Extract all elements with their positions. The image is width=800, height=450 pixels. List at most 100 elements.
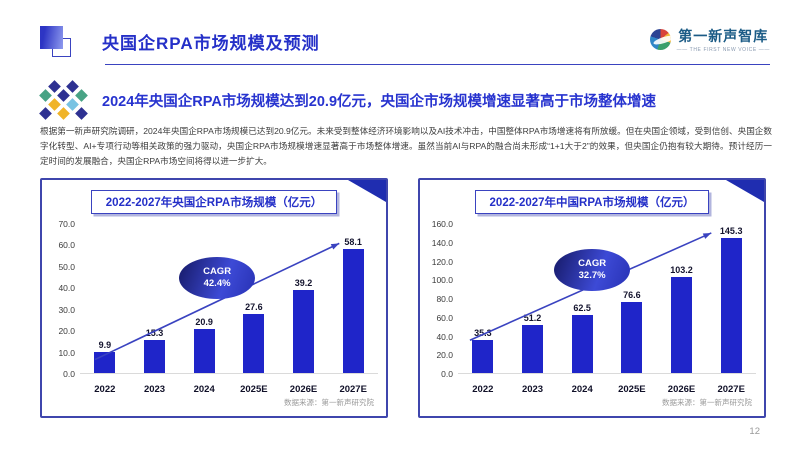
bar-column: 35.3 — [458, 224, 508, 373]
bar-value-label: 27.6 — [245, 302, 263, 313]
x-axis-label: 2023 — [143, 384, 166, 395]
bar — [243, 314, 265, 373]
bar-column: 15.3 — [130, 224, 180, 373]
diamond-dot-icon — [39, 107, 52, 120]
y-axis-tick: 60.0 — [436, 312, 453, 323]
title-decoration-squares-icon — [40, 26, 80, 64]
y-axis-tick: 160.0 — [431, 219, 453, 229]
filled-square-icon — [40, 26, 63, 49]
diamond-dot-icon — [66, 80, 79, 93]
diamond-dot-icon — [48, 80, 61, 93]
bar-column: 62.5 — [557, 224, 607, 373]
bar-value-label: 39.2 — [294, 277, 313, 288]
corner-triangle-decoration — [348, 180, 386, 202]
bar-value-label: 145.3 — [719, 225, 743, 236]
bar-value-label: 58.1 — [344, 237, 362, 248]
page-number: 12 — [749, 426, 760, 437]
bar-column: 51.2 — [508, 224, 558, 373]
bar-column: 145.3 — [706, 224, 756, 373]
diamond-dot-icon — [39, 89, 52, 102]
globe-logo-icon — [649, 29, 671, 50]
y-axis-tick: 80.0 — [436, 294, 453, 304]
data-source-note: 数据来源：第一新声研究院 — [284, 398, 374, 407]
x-axis-label: 2026E — [667, 384, 696, 395]
y-axis-tick: 70.0 — [58, 219, 75, 229]
x-axis-label: 2027E — [717, 384, 745, 395]
cagr-value: 42.4% — [203, 277, 231, 289]
y-axis-tick: 0.0 — [441, 369, 453, 379]
bar — [144, 340, 165, 373]
bar-column: 76.6 — [607, 224, 657, 373]
analysis-paragraph: 根据第一新声研究院调研，2024年央国企RPA市场规模已达到20.9亿元。未来受… — [40, 126, 772, 167]
plot-area: 35.3 51.2 62.5 76.6 103.2 145.3 CAGR 32.7% — [458, 224, 756, 374]
chart-panel-right: 2022-2027年中国RPA市场规模（亿元） 0.0 20.0 40.0 60.0 8… — [418, 178, 766, 418]
x-axis-label: 2025E — [618, 384, 646, 395]
diamond-dot-icon — [57, 89, 70, 102]
chart-panel-left: 2022-2027年央国企RPA市场规模（亿元） 0.0 10.0 20.0 30.0… — [40, 178, 388, 418]
bar-column: 103.2 — [657, 224, 707, 373]
bar-value-label: 20.9 — [195, 316, 213, 327]
diamond-chevron-icon — [38, 80, 90, 120]
bar — [342, 249, 364, 373]
bar-value-label: 62.5 — [573, 302, 591, 313]
x-axis: 2022 2023 2024 2025E 2026E 2027E — [80, 384, 378, 395]
diamond-dot-icon — [75, 107, 88, 120]
plot-area: 9.9 15.3 20.9 27.6 39.2 58.1 CAGR 42.4% — [80, 224, 378, 374]
diamond-dot-icon — [66, 98, 79, 111]
cagr-label: CAGR — [203, 265, 232, 277]
logo-text: 第一新声智库 — [678, 28, 769, 44]
bar-column: 39.2 — [279, 224, 329, 373]
y-axis-tick: 20.0 — [58, 326, 75, 337]
y-axis-tick: 20.0 — [436, 350, 453, 361]
bar — [522, 325, 543, 373]
bar — [293, 289, 315, 373]
bar — [571, 314, 593, 373]
bar-column: 20.9 — [179, 224, 229, 373]
bar-value-label: 103.2 — [670, 264, 693, 275]
bar — [193, 328, 215, 373]
y-axis: 0.0 10.0 20.0 30.0 40.0 50.0 60.0 70.0 — [48, 219, 80, 379]
y-axis-tick: 40.0 — [58, 283, 75, 294]
y-axis-tick: 10.0 — [58, 347, 75, 358]
x-axis-label: 2024 — [193, 384, 215, 395]
bar-column: 58.1 — [328, 224, 378, 373]
y-axis-tick: 120.0 — [431, 256, 453, 267]
diamond-dot-icon — [57, 107, 70, 120]
y-axis-tick: 0.0 — [63, 369, 75, 379]
bar — [720, 237, 742, 373]
y-axis-tick: 30.0 — [58, 304, 75, 315]
x-axis-label: 2022 — [94, 384, 116, 395]
chart-title: 2022-2027年中国RPA市场规模（亿元） — [474, 190, 710, 214]
x-axis-label: 2025E — [240, 384, 268, 395]
cagr-badge: CAGR 32.7% — [554, 249, 631, 292]
bar — [94, 351, 116, 373]
bars-container: 9.9 15.3 20.9 27.6 39.2 58.1 — [80, 224, 378, 373]
cagr-badge: CAGR 42.4% — [179, 256, 256, 299]
y-axis-tick: 60.0 — [58, 240, 75, 251]
corner-triangle-decoration — [726, 180, 764, 202]
y-axis-tick: 40.0 — [436, 331, 453, 342]
bar-value-label: 35.3 — [474, 328, 492, 339]
key-finding-row: 2024年央国企RPA市场规模达到20.9亿元，央国企市场规模增速显著高于市场整… — [38, 80, 770, 120]
x-axis-label: 2024 — [571, 384, 593, 395]
x-axis-label: 2026E — [289, 384, 318, 395]
bar-value-label: 15.3 — [145, 328, 164, 339]
y-axis: 0.0 20.0 40.0 60.0 80.0 100.0 120.0 140.0 160.0 — [426, 219, 458, 379]
logo-text-block: 第一新声智库 —— THE FIRST NEW VOICE —— — [677, 26, 770, 53]
header-divider — [105, 64, 770, 65]
bar-value-label: 9.9 — [98, 339, 112, 350]
key-finding-text: 2024年央国企RPA市场规模达到20.9亿元，央国企市场规模增速显著高于市场整… — [102, 93, 657, 110]
bar-column: 9.9 — [80, 224, 130, 373]
bar — [472, 340, 494, 373]
chart-title: 2022-2027年央国企RPA市场规模（亿元） — [90, 190, 338, 214]
diamond-dot-icon — [75, 89, 88, 102]
bar-column: 27.6 — [229, 224, 279, 373]
x-axis-label: 2027E — [339, 384, 367, 395]
y-axis-tick: 50.0 — [58, 261, 75, 272]
bar-chart: 0.0 20.0 40.0 60.0 80.0 100.0 120.0 140.0 160.0 … — [426, 219, 756, 380]
cagr-value: 32.7% — [578, 270, 606, 282]
data-source-note: 数据来源：第一新声研究院 — [662, 398, 752, 407]
bars-container: 35.3 51.2 62.5 76.6 103.2 145.3 — [458, 224, 756, 373]
cagr-label: CAGR — [578, 258, 607, 270]
